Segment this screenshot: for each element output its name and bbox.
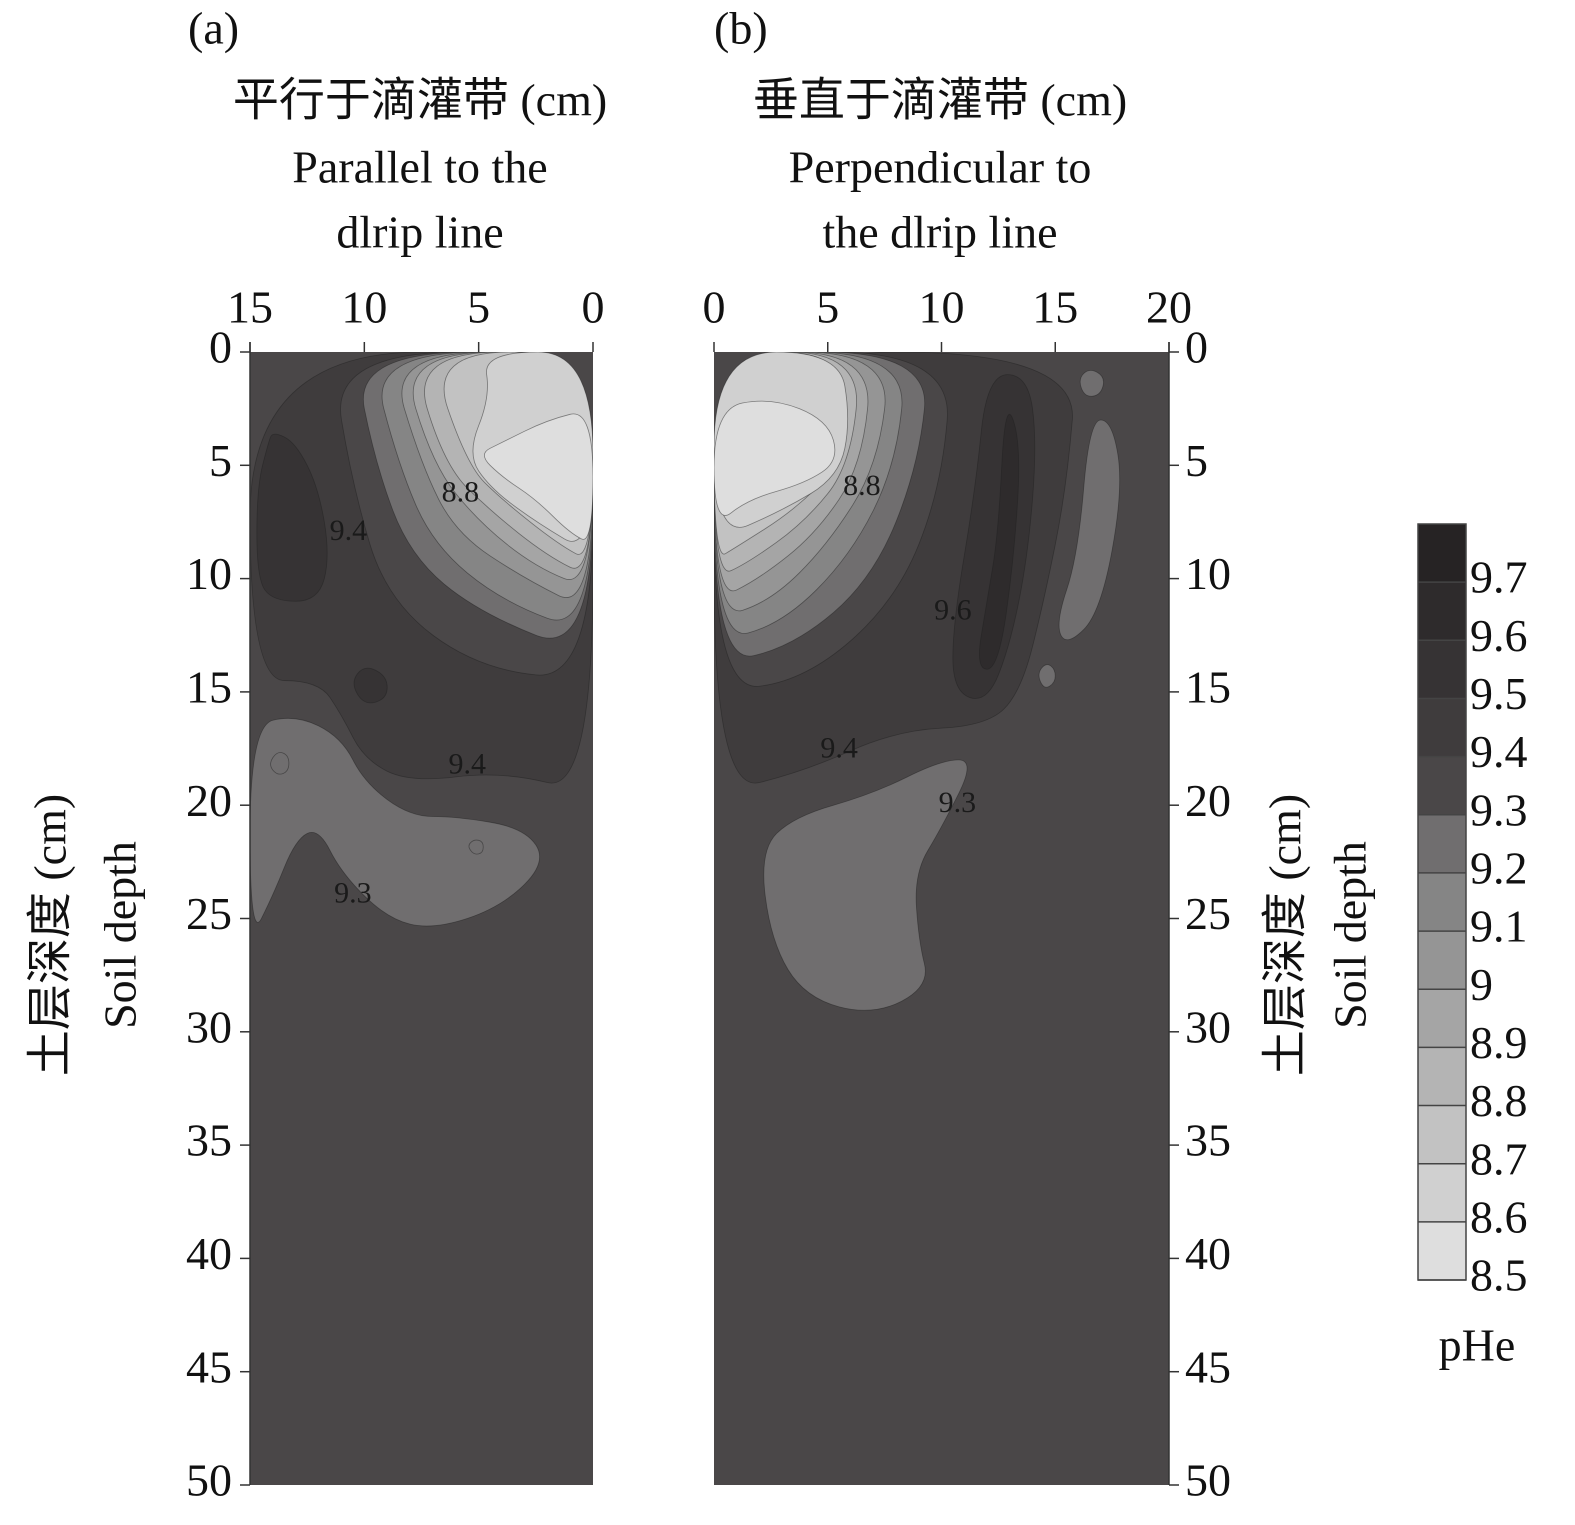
- y-tick-label: 40: [1185, 1228, 1231, 1279]
- colorbar-band: [1418, 524, 1466, 583]
- y-tick-label: 5: [209, 435, 232, 486]
- plot-area: [714, 352, 1169, 1485]
- plot-area: [250, 352, 593, 1485]
- colorbar-tick-label: 9.3: [1470, 784, 1528, 835]
- y-tick-label: 15: [1185, 661, 1231, 712]
- colorbar-band: [1418, 582, 1466, 641]
- contour-region: [483, 413, 593, 540]
- y-tick-label: 45: [186, 1341, 232, 1392]
- contour-region: [250, 717, 540, 927]
- colorbar-band: [1418, 814, 1466, 873]
- colorbar-band: [1418, 1163, 1466, 1222]
- y-tick-label: 25: [186, 888, 232, 939]
- colorbar-tick-label: 8.6: [1470, 1191, 1528, 1242]
- x-axis-title: 平行于滴灌带 (cm): [233, 75, 607, 126]
- x-tick-label: 0: [703, 282, 726, 333]
- x-tick-label: 15: [1032, 282, 1078, 333]
- colorbar-band: [1418, 931, 1466, 990]
- x-tick-label: 5: [816, 282, 839, 333]
- contour-region: [353, 667, 388, 704]
- y-tick-label: 35: [186, 1115, 232, 1166]
- x-axis-title: Parallel to the: [292, 142, 547, 193]
- y-tick-label: 20: [1185, 775, 1231, 826]
- contour-region: [763, 759, 968, 1011]
- colorbar-band: [1418, 756, 1466, 815]
- y-axis-title: 土层深度 (cm): [1260, 794, 1311, 1076]
- x-axis-title: dlrip line: [336, 207, 503, 258]
- colorbar-label: pHe: [1439, 1320, 1516, 1371]
- colorbar-tick-label: 8.8: [1470, 1075, 1528, 1126]
- panel-label: (b): [714, 3, 768, 54]
- contour-region: [714, 400, 836, 516]
- colorbar-tick-label: 9.1: [1470, 901, 1528, 952]
- x-tick-label: 20: [1146, 282, 1192, 333]
- contour-label: 9.6: [934, 593, 972, 626]
- colorbar-tick-label: 9.7: [1470, 552, 1528, 603]
- y-tick-label: 50: [186, 1455, 232, 1506]
- x-tick-label: 10: [919, 282, 965, 333]
- y-axis-title: Soil depth: [1325, 841, 1376, 1029]
- x-tick-label: 10: [341, 282, 387, 333]
- contour-region: [1079, 370, 1104, 397]
- colorbar-tick-label: 9.2: [1470, 842, 1528, 893]
- contour-label: 9.4: [448, 748, 486, 781]
- x-axis-title: 垂直于滴灌带 (cm): [753, 75, 1127, 126]
- contour-label: 9.3: [939, 786, 977, 819]
- colorbar-band: [1418, 640, 1466, 699]
- colorbar-band: [1418, 1221, 1466, 1280]
- contour-label: 9.3: [334, 877, 372, 910]
- colorbar-band: [1418, 989, 1466, 1048]
- colorbar-tick-label: 8.7: [1470, 1133, 1528, 1184]
- y-axis-title: 土层深度 (cm): [25, 794, 76, 1076]
- contour-label: 8.8: [843, 469, 881, 502]
- x-axis-title: Perpendicular to: [789, 142, 1092, 193]
- panel-label: (a): [188, 3, 239, 54]
- y-tick-label: 0: [209, 322, 232, 373]
- contour-region: [1038, 664, 1056, 688]
- y-tick-label: 45: [1185, 1341, 1231, 1392]
- y-tick-label: 50: [1185, 1455, 1231, 1506]
- x-axis-title: the dlrip line: [822, 207, 1057, 258]
- y-axis-title: Soil depth: [95, 841, 146, 1029]
- colorbar-band: [1418, 698, 1466, 757]
- x-tick-label: 15: [227, 282, 273, 333]
- y-tick-label: 0: [1185, 322, 1208, 373]
- contour-region: [256, 433, 328, 602]
- contour-label: 9.4: [330, 514, 368, 547]
- y-tick-label: 10: [1185, 548, 1231, 599]
- x-tick-label: 5: [467, 282, 490, 333]
- contour-region: [979, 413, 1020, 670]
- y-tick-label: 30: [186, 1001, 232, 1052]
- colorbar-band: [1418, 872, 1466, 932]
- y-tick-label: 30: [1185, 1001, 1231, 1052]
- colorbar-band: [1418, 1105, 1466, 1164]
- colorbar-band: [1418, 1047, 1466, 1106]
- colorbar-tick-label: 8.9: [1470, 1017, 1528, 1068]
- colorbar-tick-label: 9.6: [1470, 610, 1528, 661]
- colorbar-tick-label: 9.4: [1470, 726, 1528, 777]
- colorbar-tick-label: 9: [1470, 959, 1493, 1010]
- contour-label: 9.4: [820, 732, 858, 765]
- y-tick-label: 25: [1185, 888, 1231, 939]
- contour-region: [468, 839, 484, 855]
- colorbar-tick-label: 9.5: [1470, 668, 1528, 719]
- x-tick-label: 0: [582, 282, 605, 333]
- y-tick-label: 40: [186, 1228, 232, 1279]
- y-tick-label: 35: [1185, 1115, 1231, 1166]
- contour-region: [1058, 419, 1121, 641]
- contour-label: 8.8: [442, 476, 480, 509]
- contour-region: [270, 752, 290, 775]
- y-tick-label: 20: [186, 775, 232, 826]
- y-tick-label: 10: [186, 548, 232, 599]
- y-tick-label: 5: [1185, 435, 1208, 486]
- colorbar-tick-label: 8.5: [1470, 1250, 1528, 1301]
- y-tick-label: 15: [186, 661, 232, 712]
